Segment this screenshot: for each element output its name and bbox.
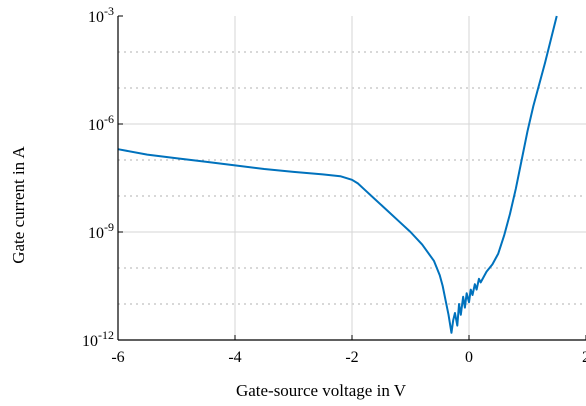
y-axis-label: Gate current in A — [9, 146, 28, 264]
y-tick-label: 10-6 — [88, 112, 114, 134]
major-grid — [118, 16, 586, 340]
x-tick-label: 0 — [465, 349, 473, 366]
series-line-0 — [117, 15, 558, 334]
x-axis-label: Gate-source voltage in V — [236, 381, 407, 400]
ticks-layer: -6 -4 -2 0 2 10-3 10-6 10-9 10-12 — [82, 4, 586, 366]
y-tick-label: 10-12 — [82, 328, 114, 350]
y-tick-label: 10-9 — [88, 220, 114, 242]
x-tick-label: -6 — [111, 349, 124, 366]
series-layer — [117, 15, 558, 334]
x-tick-label: -4 — [228, 349, 241, 366]
x-tick-label: -2 — [345, 349, 358, 366]
y-tick-label: 10-3 — [88, 4, 114, 26]
x-tick-label: 2 — [582, 349, 586, 366]
